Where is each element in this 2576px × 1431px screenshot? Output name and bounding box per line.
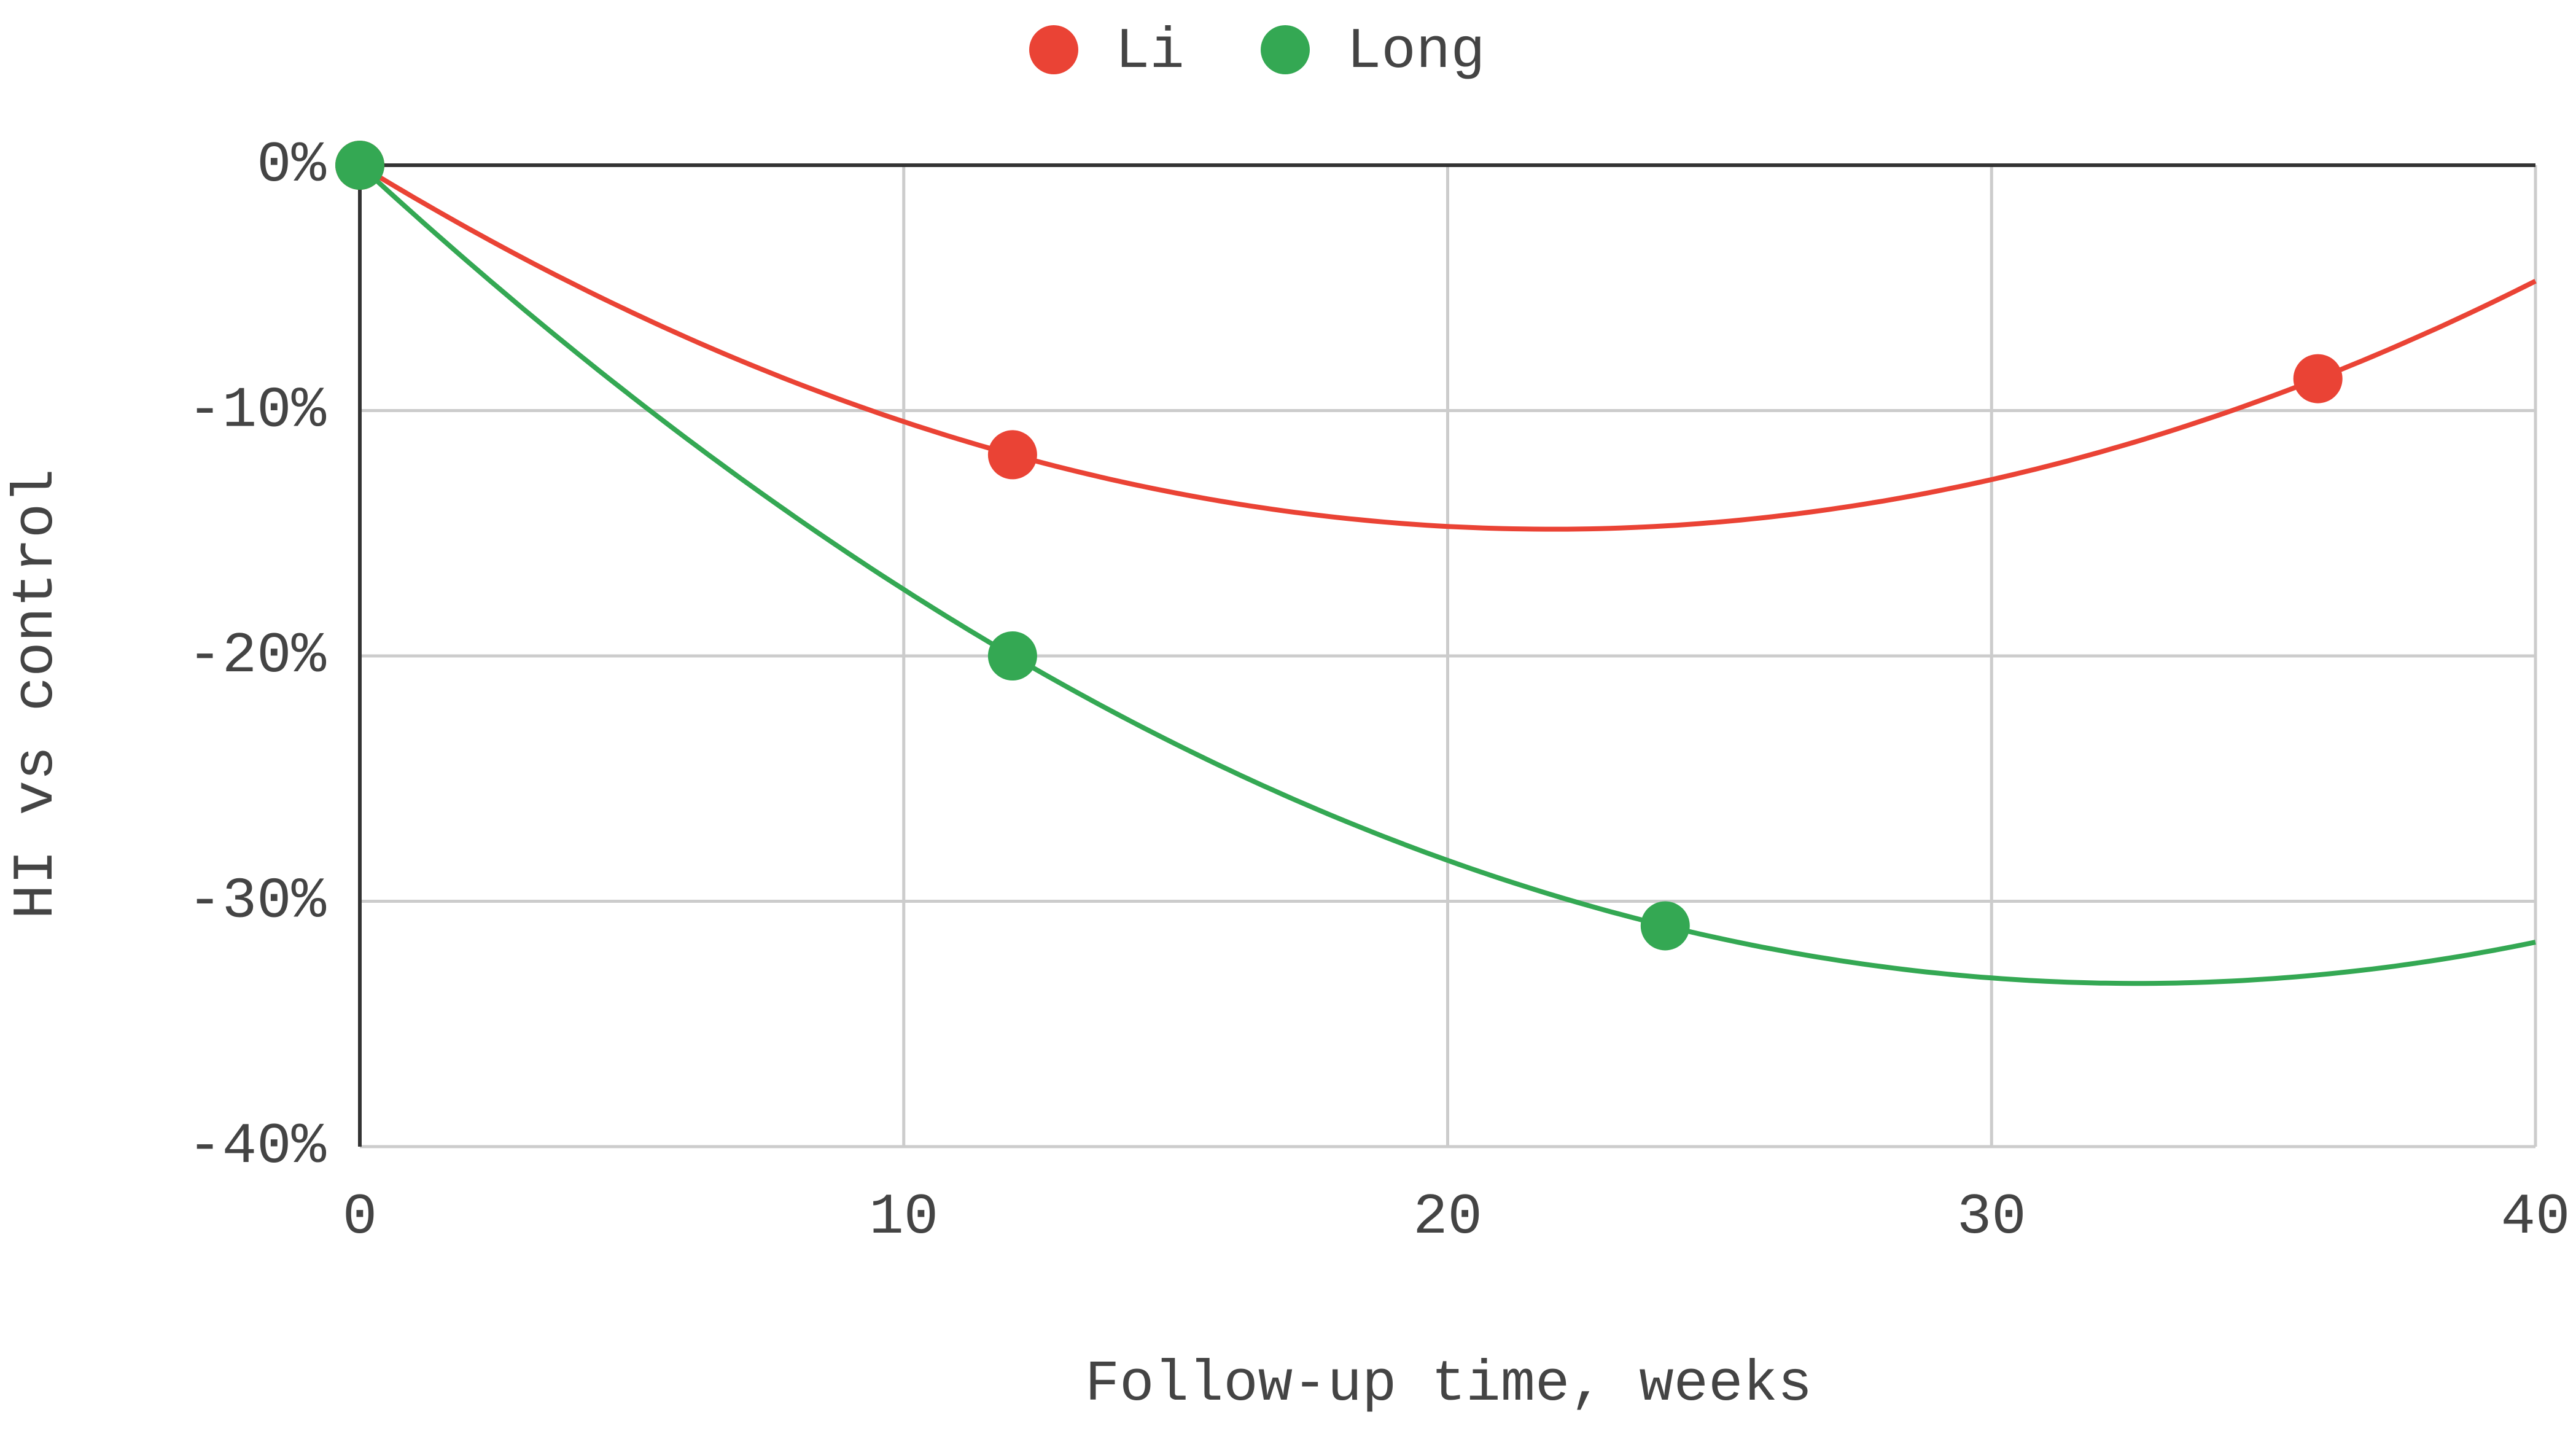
y-tick-label: -10% (187, 378, 326, 443)
legend-marker (1261, 25, 1310, 74)
x-tick-label: 30 (1957, 1185, 2026, 1250)
point (987, 430, 1037, 480)
y-tick-label: -20% (187, 624, 326, 689)
legend-marker (1029, 25, 1078, 74)
y-tick-label: 0% (257, 133, 326, 198)
trendline (358, 163, 2537, 532)
x-tick-label: 10 (869, 1185, 938, 1250)
point (1640, 901, 1690, 951)
trendline (358, 163, 2536, 986)
x-tick-label: 0 (343, 1185, 377, 1250)
point (2293, 354, 2343, 404)
legend-label: Li (1115, 20, 1185, 85)
point (987, 631, 1037, 680)
x-axis-title: Follow-up time, weeks (1085, 1352, 1813, 1417)
y-tick-label: -40% (187, 1115, 326, 1180)
y-tick-label: -30% (187, 869, 326, 934)
y-axis-title: HI vs control (4, 469, 69, 919)
point (335, 141, 384, 190)
legend-label: Long (1347, 20, 1485, 85)
x-tick-label: 20 (1413, 1185, 1482, 1250)
x-tick-label: 40 (2501, 1185, 2570, 1250)
